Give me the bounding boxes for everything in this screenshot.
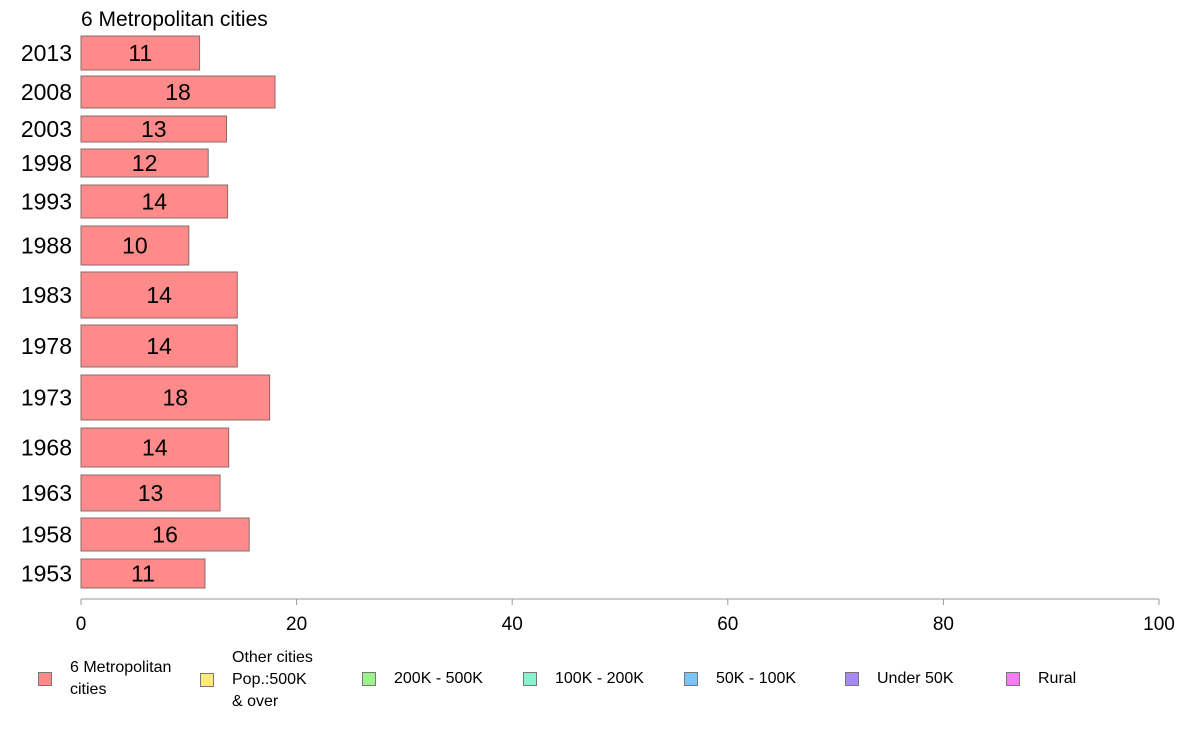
legend-label: 100K - 200K [555,670,644,687]
category-label-1953: 1953 [21,561,72,587]
legend-item-50k-100k: 50K - 100K [684,668,796,690]
category-label-1998: 1998 [21,150,72,176]
bar-value-label-1993: 14 [142,189,168,215]
bar-value-label-1963: 13 [138,480,164,506]
legend-item-rural: Rural [1006,668,1076,690]
bar-2008 [80,75,276,109]
category-label-1963: 1963 [21,480,72,506]
bar-value-label-2008: 18 [165,79,191,105]
legend-item-6-metropolitan-cities: 6 Metropolitan cities [38,657,171,701]
bar-value-label-1958: 16 [152,522,178,548]
legend-label: Other cities Pop.:500K & over [232,649,313,710]
bar-2013 [80,35,201,71]
x-tick-label-0: 0 [76,614,87,635]
category-label-1968: 1968 [21,435,72,461]
legend-item-under-50k: Under 50K [845,668,954,690]
bar-value-label-1978: 14 [146,333,172,359]
legend-label: 200K - 500K [394,670,483,687]
legend-swatch-icon [38,672,52,686]
bar-1998 [80,148,209,178]
bar-value-label-1988: 10 [122,233,148,259]
bar-1978 [80,324,238,368]
x-tick-label-60: 60 [717,614,738,635]
legend-item-200k-500k: 200K - 500K [362,668,483,690]
chart-title: 6 Metropolitan cities [81,8,268,31]
legend-label: 50K - 100K [716,670,797,687]
bar-1963 [80,474,221,512]
bar-1968 [80,427,230,468]
bar-value-label-2013: 11 [128,40,152,66]
legend-label: 6 Metropolitan cities [70,659,172,698]
category-label-1978: 1978 [21,333,72,359]
legend-label: Rural [1038,670,1077,687]
legend-swatch-icon [200,673,214,687]
x-axis: 0 20 40 60 80 100 [76,598,1175,635]
category-label-1993: 1993 [21,189,72,215]
bar-1953 [80,558,206,589]
legend-swatch-icon [845,672,859,686]
legend-swatch-icon [684,672,698,686]
bar-1973 [80,374,271,421]
legend-swatch-icon [362,672,376,686]
bar-value-label-1968: 14 [142,435,168,461]
bar-1993 [80,184,229,219]
category-label-1958: 1958 [21,522,72,548]
legend-item-other-cities: Other cities Pop.:500K & over [200,647,313,713]
bar-value-label-1983: 14 [146,282,172,308]
category-label-2008: 2008 [21,79,72,105]
x-tick-label-100: 100 [1143,614,1175,635]
x-tick-label-80: 80 [933,614,954,635]
bar-1983 [80,271,238,319]
bar-2003 [80,115,228,143]
bar-value-label-2003: 13 [141,116,167,142]
x-tick-label-20: 20 [286,614,307,635]
bar-chart: 6 Metropolitan cities 112013182008132003… [21,8,1175,635]
category-label-2003: 2003 [21,116,72,142]
bar-value-label-1998: 12 [132,150,158,176]
category-label-1983: 1983 [21,282,72,308]
x-tick-label-40: 40 [502,614,523,635]
legend-swatch-icon [1006,672,1020,686]
legend-label: Under 50K [877,670,954,687]
category-label-1973: 1973 [21,385,72,411]
legend: 6 Metropolitan cities Other cities Pop.:… [0,645,1188,725]
bar-value-label-1973: 18 [163,385,189,411]
legend-swatch-icon [523,672,537,686]
bar-value-label-1953: 11 [131,561,155,587]
category-label-1988: 1988 [21,233,72,259]
bars-group: 11 2013 18 2008 13 2003 12 1998 14 1993 10 1988 14 19… [21,35,276,589]
category-label-2013: 2013 [21,40,72,66]
legend-item-100k-200k: 100K - 200K [523,668,644,690]
bar-1988 [80,225,190,266]
bar-1958 [80,517,250,552]
